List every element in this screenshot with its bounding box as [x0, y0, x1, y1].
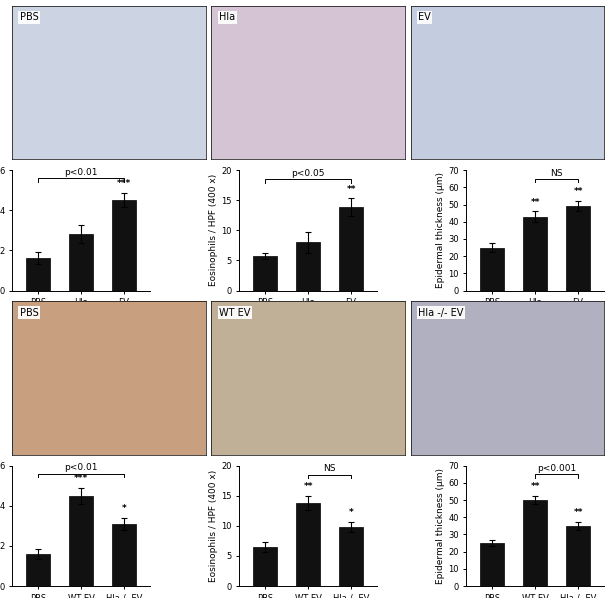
Bar [523, 500, 547, 586]
Text: PBS: PBS [20, 307, 38, 318]
Bar [480, 248, 504, 291]
Text: **: ** [573, 187, 583, 196]
Bar [296, 242, 320, 291]
Text: NS: NS [323, 465, 336, 474]
Text: **: ** [346, 185, 356, 194]
Text: p<0.001: p<0.001 [537, 464, 576, 473]
Bar [112, 200, 136, 291]
Text: *: * [121, 504, 126, 513]
Text: p<0.01: p<0.01 [64, 463, 98, 472]
Text: **: ** [303, 482, 313, 491]
Text: PBS: PBS [20, 12, 38, 22]
Y-axis label: Eosinophils / HPF (400 x): Eosinophils / HPF (400 x) [209, 174, 218, 286]
Text: **: ** [573, 508, 583, 517]
Bar [26, 554, 50, 586]
Bar [253, 255, 277, 291]
Bar [339, 527, 363, 586]
Bar [112, 524, 136, 586]
Text: Hla -/- EV: Hla -/- EV [418, 307, 464, 318]
Text: WT EV: WT EV [219, 307, 251, 318]
Bar [339, 208, 363, 291]
Text: Hla: Hla [219, 12, 235, 22]
Y-axis label: Epidermal thickness (μm): Epidermal thickness (μm) [436, 468, 445, 584]
Bar [296, 503, 320, 586]
Text: *: * [349, 508, 353, 517]
Text: **: ** [530, 197, 540, 206]
Y-axis label: Eosinophils / HPF (400 x): Eosinophils / HPF (400 x) [209, 469, 218, 582]
Bar [253, 547, 277, 586]
Y-axis label: Epidermal thickness (μm): Epidermal thickness (μm) [436, 172, 445, 288]
Bar [26, 258, 50, 291]
Bar [566, 206, 590, 291]
Text: ***: *** [117, 179, 131, 188]
Bar [566, 526, 590, 586]
Text: ***: *** [74, 474, 88, 483]
Bar [69, 496, 93, 586]
Bar [69, 234, 93, 291]
Text: EV: EV [418, 12, 431, 22]
Text: NS: NS [550, 169, 563, 178]
Bar [523, 216, 547, 291]
Text: **: ** [530, 482, 540, 491]
Text: p<0.05: p<0.05 [292, 169, 325, 178]
Text: p<0.01: p<0.01 [64, 168, 98, 177]
Bar [480, 543, 504, 586]
